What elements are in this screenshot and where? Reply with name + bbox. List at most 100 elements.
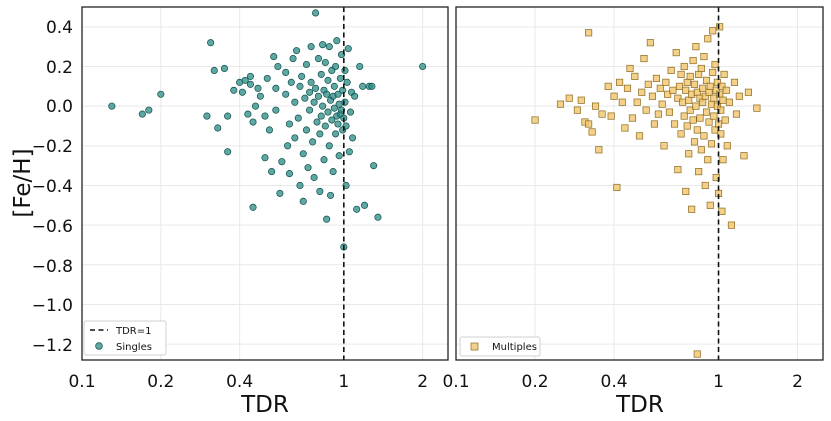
legend-label-singles: Singles [116, 342, 152, 353]
singles-point [316, 130, 324, 138]
singles-point [230, 86, 238, 94]
singles-point [317, 70, 325, 78]
singles-point [265, 126, 274, 134]
multiples-point [669, 86, 677, 94]
x-axis-title: TDR [615, 392, 664, 418]
multiples-point [658, 100, 666, 108]
singles-point [299, 197, 307, 205]
multiples-point [710, 94, 718, 102]
singles-point [317, 112, 325, 120]
multiples-point [700, 132, 708, 140]
singles-point [346, 108, 354, 116]
multiples-point [683, 78, 691, 86]
panel-singles: 0.1 0.2 0.4 1 2 TDR TDR=1 Singles [68, 6, 449, 418]
singles-point [368, 82, 376, 90]
multiples-point [690, 138, 699, 146]
singles-point [325, 43, 333, 51]
singles-point [214, 124, 222, 132]
singles-point [263, 74, 271, 82]
singles-point [314, 92, 322, 100]
multiples-point [690, 80, 699, 88]
multiples-point [680, 112, 688, 120]
singles-point [241, 76, 249, 84]
singles-point [220, 64, 228, 73]
multiples-point [695, 70, 703, 78]
multiples-point [719, 96, 727, 104]
singles-point [333, 37, 341, 45]
singles-points [108, 9, 427, 251]
multiples-point [652, 74, 660, 82]
multiples-point [706, 82, 714, 90]
multiples-point [616, 78, 624, 86]
singles-point [321, 122, 329, 130]
multiples-point [696, 114, 704, 122]
multiples-point [674, 94, 682, 102]
multiples-point [716, 23, 724, 31]
multiples-point [604, 82, 612, 90]
multiples-point [706, 201, 714, 209]
multiples-point [638, 88, 646, 96]
multiples-point [671, 120, 679, 128]
singles-point [324, 108, 332, 116]
singles-point [287, 78, 295, 86]
singles-point [356, 62, 364, 71]
singles-point [251, 102, 260, 110]
singles-point [276, 189, 284, 197]
singles-point [301, 94, 309, 102]
x-tick-label: 2 [792, 372, 803, 392]
legend-label-multiples: Multiples [492, 342, 537, 353]
singles-point [291, 98, 299, 106]
singles-point [224, 112, 232, 120]
y-tick-label: 0.4 [46, 18, 73, 38]
multiples-point [607, 112, 615, 120]
singles-point [310, 98, 318, 106]
singles-point [332, 130, 340, 138]
multiples-point [677, 70, 685, 78]
singles-point [249, 118, 257, 126]
x-tick-labels: 0.1 0.2 0.4 1 2 [68, 372, 428, 392]
multiples-point [707, 140, 716, 148]
multiples-point [700, 53, 708, 61]
multiples-point [689, 116, 697, 124]
singles-point [302, 60, 311, 69]
multiples-point [588, 128, 596, 136]
singles-point [272, 84, 280, 92]
singles-point [145, 106, 153, 114]
singles-point [246, 80, 255, 88]
multiples-point [722, 86, 730, 94]
multiples-point [565, 94, 573, 102]
multiples-point [717, 130, 725, 138]
multiples-point [631, 72, 639, 80]
y-tick-label: −0.6 [32, 217, 73, 237]
singles-point [272, 106, 280, 114]
multiples-point [707, 100, 716, 108]
multiples-point [704, 35, 712, 43]
singles-point [324, 76, 332, 84]
multiples-point [665, 108, 673, 116]
singles-point [285, 120, 294, 128]
multiples-point [719, 156, 727, 164]
multiples-point [680, 62, 688, 71]
singles-point [336, 74, 344, 82]
multiples-point [740, 152, 748, 160]
singles-point [306, 88, 314, 96]
multiples-point [644, 80, 652, 88]
multiples-point [688, 205, 696, 213]
multiples-point [667, 66, 675, 75]
multiples-point [701, 181, 709, 190]
multiples-point [732, 110, 740, 118]
singles-point [298, 72, 306, 80]
multiples-points [531, 23, 761, 358]
x-tick-label: 0.4 [226, 372, 253, 392]
multiples-point [628, 114, 636, 122]
multiples-point [682, 86, 690, 94]
y-tick-label: 0.2 [46, 58, 73, 78]
x-tick-label: 0.4 [601, 372, 628, 392]
singles-point [319, 102, 327, 110]
singles-point [296, 181, 304, 190]
multiples-point [705, 88, 713, 96]
singles-point [312, 9, 320, 17]
grid [81, 7, 448, 360]
singles-point [306, 106, 314, 114]
multiples-point [640, 55, 648, 63]
